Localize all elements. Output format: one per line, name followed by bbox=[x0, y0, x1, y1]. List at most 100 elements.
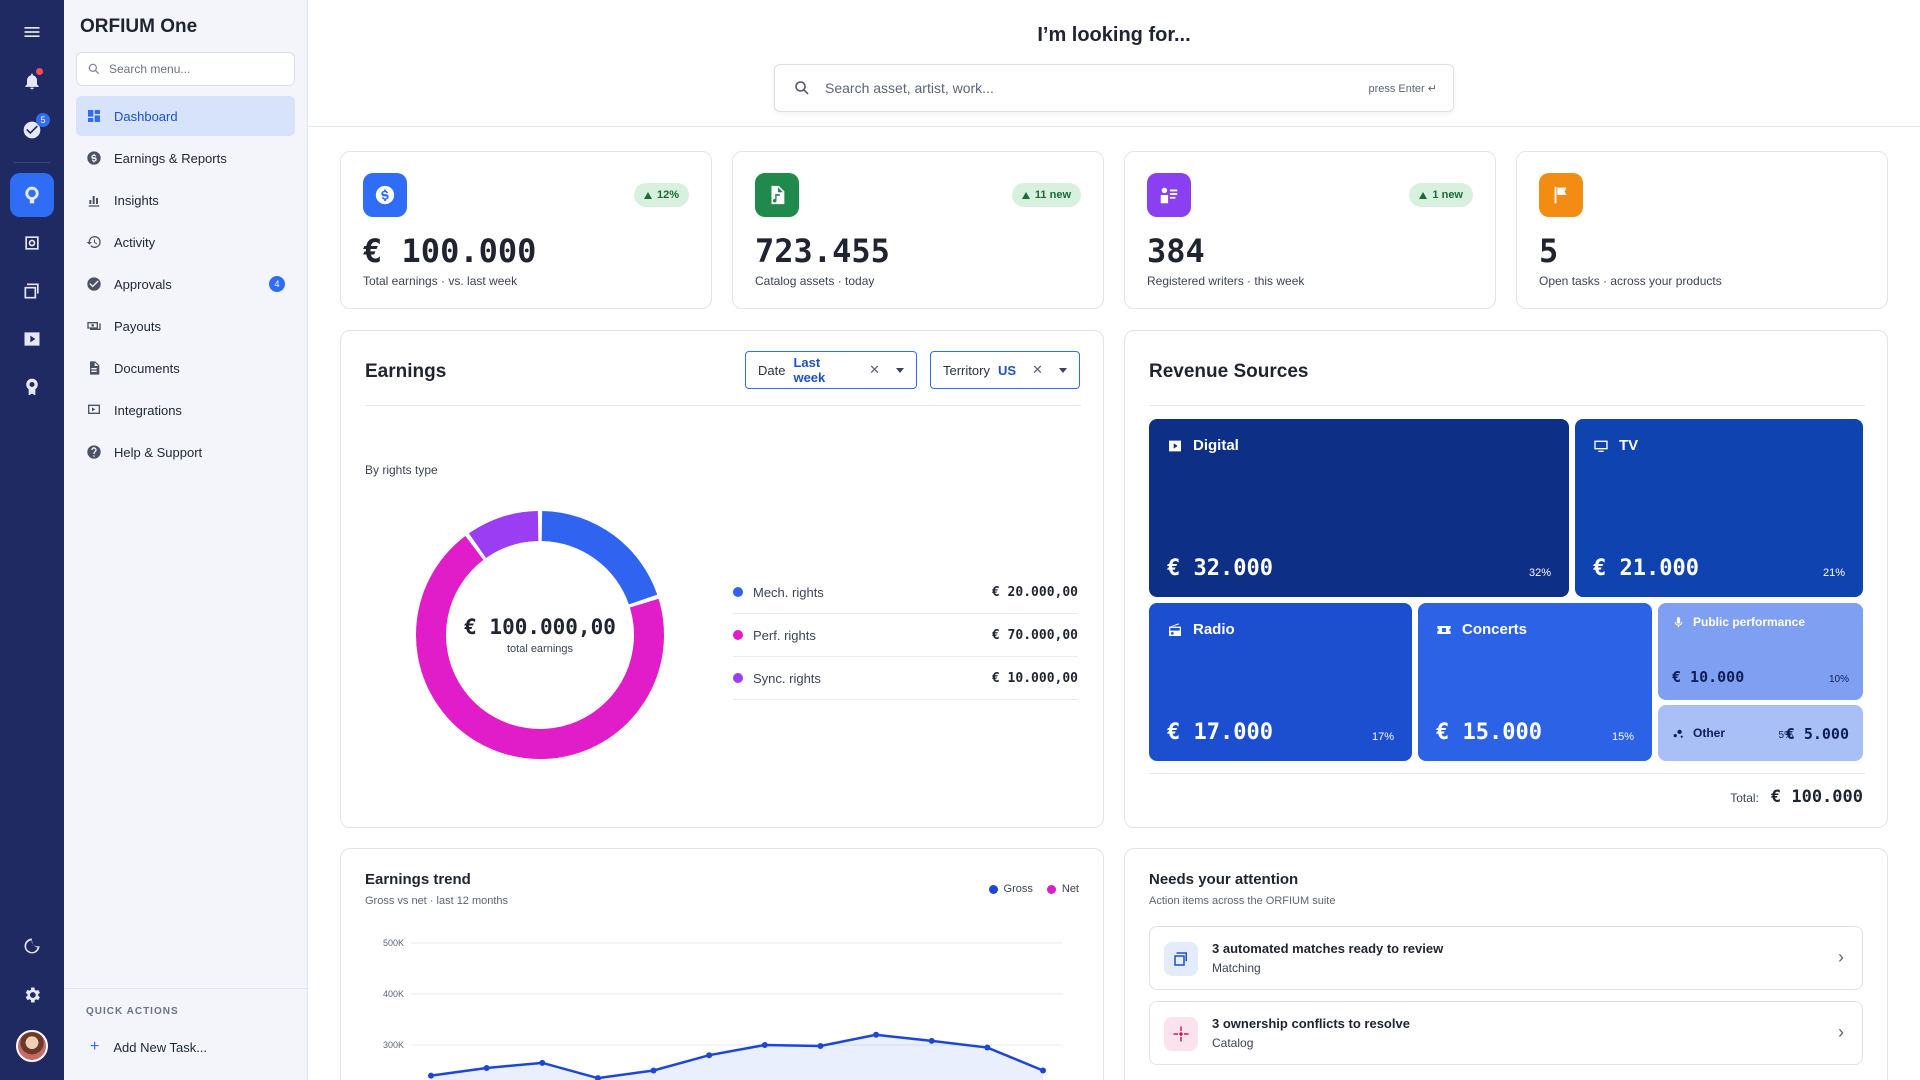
clear-date-filter-icon[interactable]: ✕ bbox=[869, 362, 880, 377]
orfium-logo-icon bbox=[25, 186, 39, 204]
kpi-trend-text: 11 new bbox=[1034, 189, 1071, 201]
clear-territory-filter-icon[interactable]: ✕ bbox=[1032, 362, 1043, 377]
legend-row-perf: Perf. rights € 70.000,00 bbox=[733, 614, 1078, 657]
tile-other[interactable]: Other 5% € 5.000 bbox=[1658, 705, 1863, 761]
search-icon bbox=[88, 63, 100, 75]
tile-percent: 21% bbox=[1822, 567, 1845, 579]
settings-button[interactable] bbox=[10, 973, 54, 1017]
app-brand: ORFIUM One bbox=[80, 16, 198, 37]
flag-icon bbox=[1554, 186, 1567, 204]
global-search-input[interactable] bbox=[825, 80, 1305, 96]
gross-point[interactable] bbox=[817, 1043, 824, 1050]
attention-subtitle: Action items across the ORFIUM suite bbox=[1149, 895, 1336, 907]
gross-point[interactable] bbox=[650, 1067, 657, 1074]
sidebar-item-documents[interactable]: Documents bbox=[76, 348, 295, 388]
sidebar-search bbox=[76, 52, 295, 86]
award-icon bbox=[26, 378, 38, 396]
gross-point[interactable] bbox=[984, 1044, 991, 1051]
kpi-value: € 100.000 bbox=[363, 232, 537, 270]
kpi-card-earnings[interactable]: 12% € 100.000 Total earnings · vs. last … bbox=[340, 151, 712, 309]
gross-point[interactable] bbox=[873, 1031, 880, 1038]
user-avatar[interactable] bbox=[16, 1030, 48, 1062]
gross-point[interactable] bbox=[428, 1072, 434, 1079]
sidebar-search-input[interactable] bbox=[109, 62, 279, 76]
kpi-card-catalog[interactable]: 11 new 723.455 Catalog assets · today bbox=[732, 151, 1104, 309]
icon-rail: 5 bbox=[0, 0, 64, 1080]
add-new-task-button[interactable]: + Add New Task... bbox=[90, 1038, 207, 1056]
attention-item-conflicts[interactable]: 3 ownership conflicts to resolve Catalog… bbox=[1149, 1001, 1863, 1065]
attention-item-matches[interactable]: 3 automated matches ready to review Matc… bbox=[1149, 926, 1863, 990]
kpi-caption: Open tasks · across your products bbox=[1539, 274, 1722, 288]
tile-concerts[interactable]: Concerts € 15.000 15% bbox=[1418, 603, 1652, 761]
gross-point[interactable] bbox=[706, 1052, 713, 1059]
sidebar-item-activity[interactable]: Activity bbox=[76, 222, 295, 262]
earnings-card: Earnings Date Last week ✕ Territory US ✕… bbox=[340, 330, 1104, 828]
integrations-icon bbox=[88, 404, 100, 414]
sidebar-item-integrations[interactable]: Integrations bbox=[76, 390, 295, 430]
document-icon bbox=[90, 361, 100, 375]
tile-value: € 5.000 bbox=[1785, 725, 1849, 743]
legend-dot bbox=[733, 587, 743, 597]
music-file-icon bbox=[771, 185, 785, 205]
dark-mode-button[interactable] bbox=[10, 924, 54, 968]
tile-label: Public performance bbox=[1693, 615, 1806, 629]
menu-toggle-button[interactable] bbox=[10, 10, 54, 54]
gross-point[interactable] bbox=[539, 1059, 546, 1066]
tile-label: Radio bbox=[1193, 621, 1235, 638]
hamburger-icon bbox=[24, 27, 40, 37]
quick-actions-divider bbox=[64, 988, 307, 989]
kpi-caption: Catalog assets · today bbox=[755, 274, 875, 288]
chevron-down-icon[interactable] bbox=[896, 367, 904, 373]
tile-percent: 10% bbox=[1828, 674, 1849, 685]
donut-slice-mech[interactable] bbox=[541, 511, 658, 605]
revenue-title: Revenue Sources bbox=[1149, 361, 1309, 382]
donut-total-label: total earnings bbox=[506, 643, 574, 655]
global-search: press Enter ↵ bbox=[774, 64, 1454, 112]
donut-slice-sync[interactable] bbox=[468, 511, 539, 558]
approvals-rail-badge: 5 bbox=[36, 113, 50, 127]
sidebar-item-approvals[interactable]: Approvals 4 bbox=[76, 264, 295, 304]
attention-item-title: 3 ownership conflicts to resolve bbox=[1212, 1016, 1410, 1031]
kpi-card-tasks[interactable]: 5 Open tasks · across your products bbox=[1516, 151, 1888, 309]
gross-point[interactable] bbox=[761, 1042, 768, 1048]
date-filter[interactable]: Date Last week ✕ bbox=[745, 351, 917, 389]
sidebar-item-payouts[interactable]: Payouts bbox=[76, 306, 295, 346]
rail-app-3-button[interactable] bbox=[10, 269, 54, 313]
tile-public-performance[interactable]: Public performance € 10.000 10% bbox=[1658, 603, 1863, 700]
date-filter-label: Date bbox=[758, 362, 786, 378]
kpi-card-writers[interactable]: 1 new 384 Registered writers · this week bbox=[1124, 151, 1496, 309]
rail-app-2-button[interactable] bbox=[10, 221, 54, 265]
total-value: € 100.000 bbox=[1770, 787, 1863, 807]
sidebar-item-label: Earnings & Reports bbox=[114, 150, 227, 166]
orfium-one-app-button[interactable] bbox=[10, 173, 54, 217]
sidebar-item-insights[interactable]: Insights bbox=[76, 180, 295, 220]
revenue-total: Total: € 100.000 bbox=[1730, 787, 1863, 807]
rail-app-5-button[interactable] bbox=[10, 365, 54, 409]
territory-filter[interactable]: Territory US ✕ bbox=[930, 351, 1080, 389]
conflict-icon-box bbox=[1164, 1017, 1198, 1051]
date-filter-value: Last week bbox=[793, 355, 826, 385]
attention-item-title: 3 automated matches ready to review bbox=[1212, 941, 1444, 956]
tile-digital[interactable]: Digital € 32.000 32% bbox=[1149, 419, 1569, 597]
chevron-right-icon: › bbox=[1838, 947, 1844, 967]
sidebar: ORFIUM One Dashboard Earnings & Reports … bbox=[64, 0, 308, 1080]
tile-radio[interactable]: Radio € 17.000 17% bbox=[1149, 603, 1412, 761]
chevron-down-icon[interactable] bbox=[1058, 367, 1067, 373]
gear-icon bbox=[25, 987, 40, 1003]
approvals-rail-button[interactable]: 5 bbox=[10, 108, 54, 152]
approvals-badge: 4 bbox=[269, 276, 285, 292]
donut-total-value: € 100.000,00 bbox=[464, 615, 616, 639]
gross-point[interactable] bbox=[928, 1037, 935, 1044]
gross-point[interactable] bbox=[483, 1064, 490, 1071]
video-icon bbox=[24, 332, 40, 346]
sidebar-item-dashboard[interactable]: Dashboard bbox=[76, 96, 295, 136]
tile-tv[interactable]: TV € 21.000 21% bbox=[1575, 419, 1863, 597]
gross-point[interactable] bbox=[1040, 1067, 1046, 1074]
legend-gross: Gross bbox=[1003, 883, 1033, 895]
notifications-button[interactable] bbox=[10, 59, 54, 103]
sidebar-item-earnings-reports[interactable]: Earnings & Reports bbox=[76, 138, 295, 178]
gross-point[interactable] bbox=[594, 1075, 601, 1080]
sidebar-item-help-support[interactable]: Help & Support bbox=[76, 432, 295, 472]
tv-icon bbox=[1594, 440, 1608, 452]
rail-app-4-button[interactable] bbox=[10, 317, 54, 361]
